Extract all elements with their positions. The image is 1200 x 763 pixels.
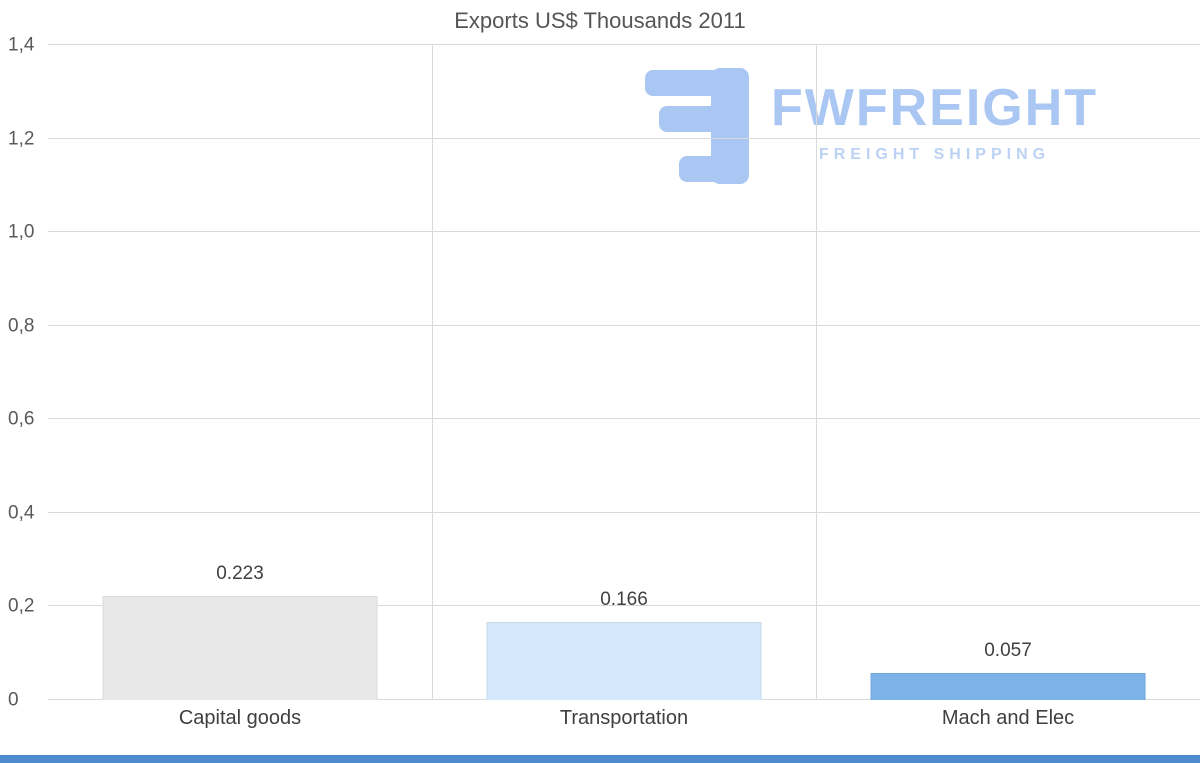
category-slot-capital-goods: 0.223 [48, 45, 432, 700]
x-tick-label-capital-goods: Capital goods [178, 707, 302, 729]
value-label-capital-goods: 0.223 [216, 562, 264, 584]
bar-capital-goods [102, 595, 378, 700]
y-axis: 0 0,2 0,4 0,6 0,8 1,0 1,2 1,4 [0, 36, 44, 710]
y-tick-label-0,8: 0,8 [8, 315, 35, 337]
y-gridline-1,2 [48, 137, 1200, 139]
x-gridline-2 [816, 45, 817, 700]
bar-mach-and-elec [870, 673, 1146, 700]
value-label-mach-and-elec: 0.057 [984, 640, 1032, 662]
y-tick-label-0: 0 [8, 689, 19, 711]
y-tick-label-0,6: 0,6 [8, 408, 35, 430]
bar-transportation [486, 622, 762, 700]
x-gridline-1 [432, 45, 433, 700]
y-tick-label-1,4: 1,4 [8, 34, 35, 56]
plot-area: 0.223 0.166 0.057 [48, 44, 1200, 700]
category-slot-transportation: 0.166 [432, 45, 816, 700]
x-tick-label-mach-and-elec: Mach and Elec [941, 707, 1075, 729]
y-tick-label-0,4: 0,4 [8, 502, 35, 524]
y-gridline-0,2 [48, 605, 1200, 607]
x-axis: Capital goods Transportation Mach and Elec [48, 707, 1200, 730]
chart-title: Exports US$ Thousands 2011 [454, 8, 746, 33]
y-gridline-0,4 [48, 511, 1200, 513]
y-tick-label-1,0: 1,0 [8, 221, 35, 243]
y-gridline-1,4 [48, 44, 1200, 45]
y-gridline-0,8 [48, 324, 1200, 326]
value-label-transportation: 0.166 [600, 589, 648, 611]
y-gridline-0,6 [48, 418, 1200, 420]
x-tick-label-transportation: Transportation [559, 707, 689, 729]
y-tick-label-0,2: 0,2 [8, 595, 35, 617]
y-tick-label-1,2: 1,2 [8, 128, 35, 150]
category-slot-mach-and-elec: 0.057 [816, 45, 1200, 700]
y-gridline-1,0 [48, 231, 1200, 233]
bottom-accent-bar [0, 755, 1200, 763]
